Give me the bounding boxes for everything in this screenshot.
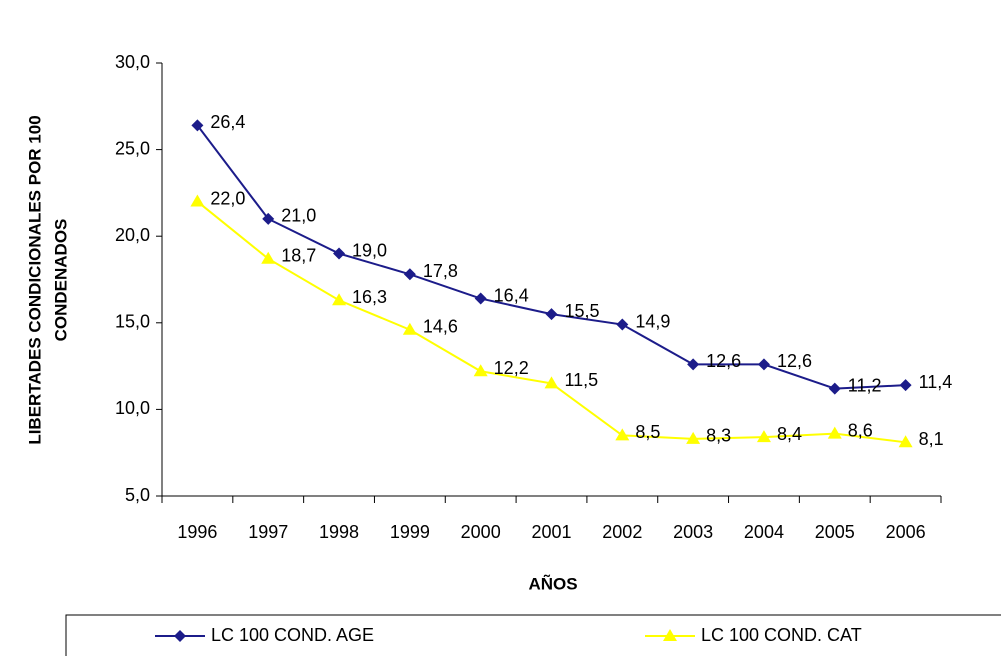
x-tick-label: 2004	[744, 522, 784, 542]
data-label: 19,0	[352, 240, 387, 260]
data-point	[615, 428, 630, 441]
data-point	[828, 382, 841, 395]
data-point	[616, 318, 629, 331]
data-point	[473, 364, 488, 377]
data-point	[191, 119, 204, 132]
y-tick-label: 15,0	[115, 312, 150, 332]
data-point	[687, 358, 700, 371]
data-point	[261, 251, 276, 264]
x-tick-label: 1998	[319, 522, 359, 542]
data-label: 8,5	[635, 422, 660, 442]
data-label: 26,4	[210, 112, 245, 132]
data-point	[262, 212, 275, 225]
data-point	[190, 194, 205, 207]
x-tick-label: 1999	[390, 522, 430, 542]
data-label: 15,5	[565, 301, 600, 321]
data-label: 11,5	[565, 370, 599, 390]
data-label: 17,8	[423, 261, 458, 281]
x-tick-label: 2006	[886, 522, 926, 542]
data-point	[756, 430, 771, 443]
legend-box	[65, 614, 1001, 656]
legend-label: LC 100 COND. AGE	[211, 625, 374, 645]
x-tick-label: 2003	[673, 522, 713, 542]
data-label: 8,3	[706, 426, 731, 446]
data-label: 11,4	[919, 372, 953, 392]
data-point	[686, 431, 701, 444]
data-label: 14,6	[423, 316, 458, 336]
series-line	[196, 200, 906, 444]
data-point	[333, 247, 346, 260]
y-tick-label: 20,0	[115, 225, 150, 245]
data-point	[403, 268, 416, 281]
data-point	[898, 435, 913, 448]
data-point	[899, 379, 912, 392]
y-tick-label: 5,0	[125, 485, 150, 505]
x-tick-label: 2000	[461, 522, 501, 542]
data-label: 16,4	[494, 285, 529, 305]
x-axis-title: AÑOS	[528, 573, 577, 593]
data-point	[545, 308, 558, 321]
data-point	[757, 358, 770, 371]
legend-marker	[663, 629, 677, 641]
data-label: 8,1	[919, 429, 944, 449]
data-label: 12,6	[706, 351, 741, 371]
data-label: 12,6	[777, 351, 812, 371]
x-tick-label: 1996	[177, 522, 217, 542]
legend-marker	[174, 630, 186, 642]
data-label: 22,0	[210, 188, 245, 208]
data-label: 12,2	[494, 358, 529, 378]
data-label: 8,4	[777, 424, 802, 444]
data-label: 11,2	[848, 375, 882, 395]
data-point	[827, 426, 842, 439]
data-point	[544, 376, 559, 389]
y-tick-label: 25,0	[115, 138, 150, 158]
data-point	[474, 292, 487, 305]
x-tick-label: 2002	[602, 522, 642, 542]
data-label: 14,9	[635, 311, 670, 331]
y-tick-label: 10,0	[115, 398, 150, 418]
data-point	[332, 293, 347, 306]
data-label: 21,0	[281, 206, 316, 226]
y-axis-title: CONDENADOS	[51, 219, 70, 342]
x-tick-label: 2005	[815, 522, 855, 542]
y-tick-label: 30,0	[115, 52, 150, 72]
data-label: 16,3	[352, 287, 387, 307]
y-axis-title: LIBERTADES CONDICIONALES POR 100	[25, 115, 44, 444]
data-point	[402, 322, 417, 335]
data-label: 18,7	[281, 245, 316, 265]
legend-label: LC 100 COND. CAT	[701, 625, 862, 645]
x-tick-label: 1997	[248, 522, 288, 542]
data-label: 8,6	[848, 420, 873, 440]
x-tick-label: 2001	[531, 522, 571, 542]
